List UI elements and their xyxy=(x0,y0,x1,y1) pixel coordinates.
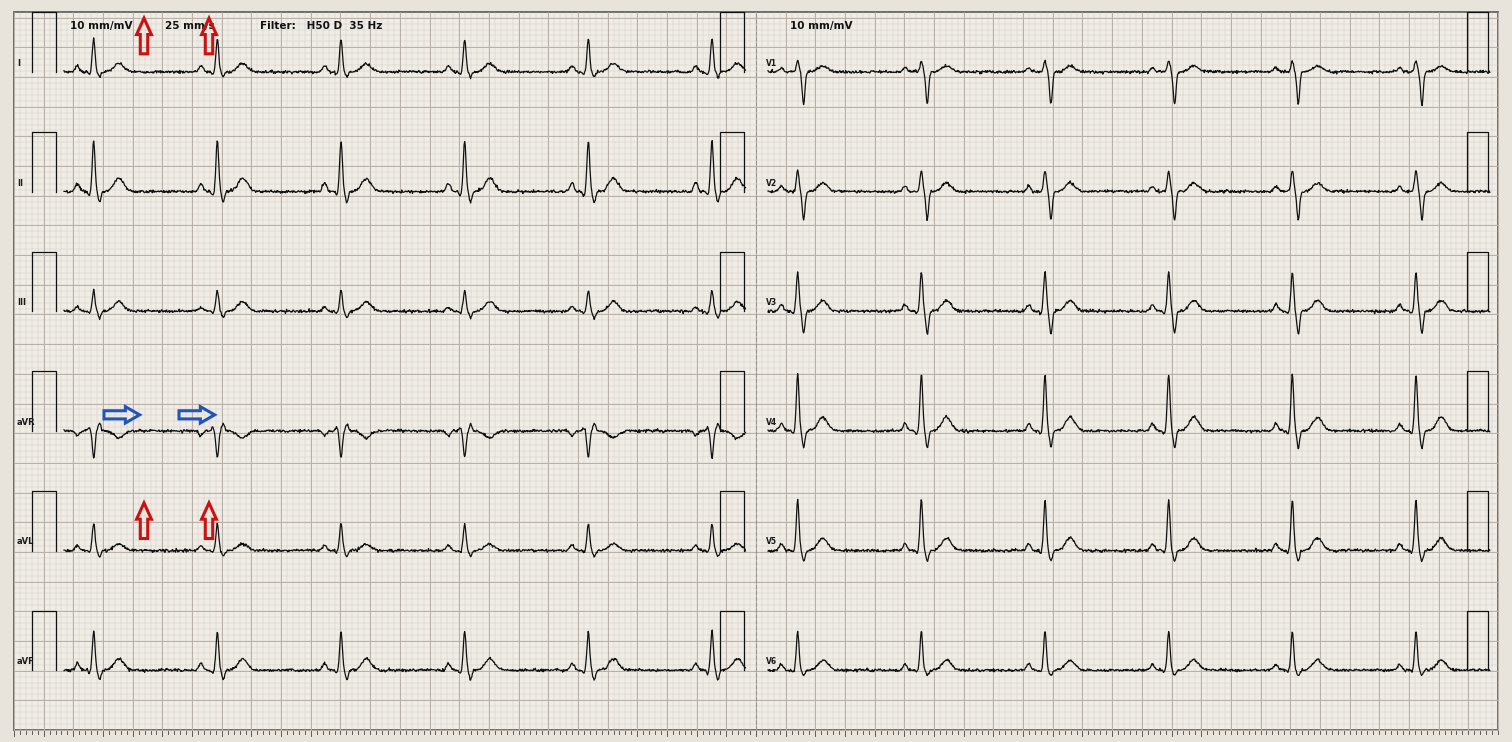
Text: V6: V6 xyxy=(767,657,777,666)
Text: 10 mm/mV: 10 mm/mV xyxy=(789,21,853,31)
Text: V1: V1 xyxy=(767,59,777,68)
Text: II: II xyxy=(17,179,23,188)
Text: aVR: aVR xyxy=(17,418,36,427)
Text: aVF: aVF xyxy=(17,657,35,666)
Text: 25 mm/s: 25 mm/s xyxy=(165,21,215,31)
Text: V2: V2 xyxy=(767,179,777,188)
Text: V4: V4 xyxy=(767,418,777,427)
Text: Filter:   H50 D  35 Hz: Filter: H50 D 35 Hz xyxy=(260,21,383,31)
Text: I: I xyxy=(17,59,20,68)
Text: V3: V3 xyxy=(767,298,777,307)
Text: V5: V5 xyxy=(767,537,777,547)
Text: aVL: aVL xyxy=(17,537,35,547)
Text: III: III xyxy=(17,298,26,307)
Text: 10 mm/mV: 10 mm/mV xyxy=(70,21,133,31)
